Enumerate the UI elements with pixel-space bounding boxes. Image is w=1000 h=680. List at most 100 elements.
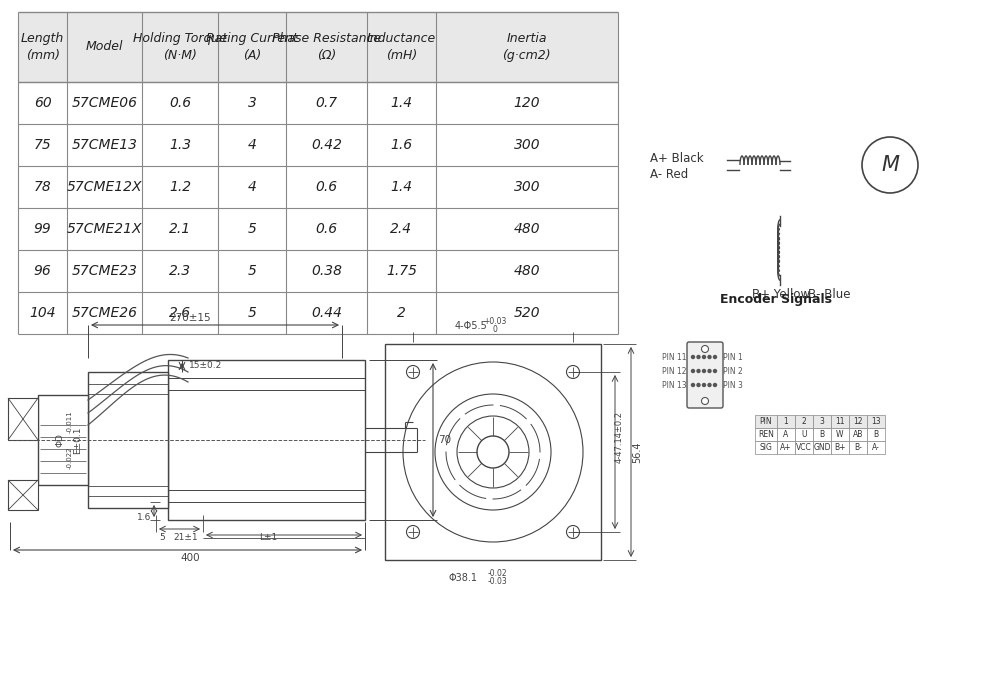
Bar [18, 292, 618, 334]
Text: 57CME12X: 57CME12X [67, 180, 142, 194]
Bar [795, 428, 813, 441]
Text: Model: Model [86, 41, 123, 54]
Text: 300: 300 [513, 180, 540, 194]
Text: B- Blue: B- Blue [808, 288, 850, 301]
Text: 0.6: 0.6 [316, 180, 338, 194]
Circle shape [566, 366, 580, 379]
Text: VCC: VCC [796, 443, 812, 452]
Circle shape [708, 369, 711, 373]
Text: 0.6: 0.6 [316, 222, 338, 236]
Bar [18, 82, 618, 124]
Bar [849, 415, 867, 428]
Bar [755, 441, 777, 454]
Text: 75: 75 [34, 138, 51, 152]
Text: PIN 2: PIN 2 [723, 367, 743, 375]
Bar [777, 441, 795, 454]
Text: 70: 70 [438, 435, 452, 445]
Text: B+ Yellow: B+ Yellow [752, 288, 810, 301]
Text: Inductance
(mH): Inductance (mH) [367, 32, 436, 62]
Text: 480: 480 [513, 264, 540, 278]
Text: U: U [801, 430, 807, 439]
Text: PIN 1: PIN 1 [723, 352, 743, 362]
Text: 0.6: 0.6 [169, 96, 191, 110]
Circle shape [403, 362, 583, 542]
Text: 5: 5 [159, 534, 165, 543]
Text: A+: A+ [780, 443, 792, 452]
Text: B: B [873, 430, 879, 439]
Text: 57CME26: 57CME26 [72, 306, 138, 320]
Bar [168, 360, 365, 520]
Text: 270±15: 270±15 [169, 313, 211, 323]
Text: A+ Black: A+ Black [650, 152, 704, 165]
Text: 0.38: 0.38 [311, 264, 342, 278]
Circle shape [702, 369, 706, 373]
Circle shape [477, 436, 509, 468]
Text: 13: 13 [871, 417, 881, 426]
Text: 57CME13: 57CME13 [72, 138, 138, 152]
FancyBboxPatch shape [687, 342, 723, 408]
Circle shape [702, 398, 708, 405]
Text: M: M [881, 155, 899, 175]
Circle shape [566, 526, 580, 539]
Text: 78: 78 [34, 180, 51, 194]
Text: 56.4: 56.4 [632, 441, 642, 463]
Text: 120: 120 [513, 96, 540, 110]
Circle shape [406, 366, 420, 379]
Text: 480: 480 [513, 222, 540, 236]
Text: ΦD: ΦD [56, 433, 64, 447]
Text: 2.6: 2.6 [169, 306, 191, 320]
Text: B: B [819, 430, 825, 439]
Circle shape [697, 356, 700, 358]
Circle shape [714, 369, 716, 373]
Bar [831, 428, 849, 441]
Bar [795, 415, 813, 428]
Text: Rating Current
(A): Rating Current (A) [206, 32, 298, 62]
Text: 2.4: 2.4 [390, 222, 412, 236]
Text: 400: 400 [180, 553, 200, 563]
Text: 4-47.14±0.2: 4-47.14±0.2 [614, 411, 624, 463]
Text: W: W [836, 430, 844, 439]
Text: PIN 12: PIN 12 [662, 367, 687, 375]
Bar [849, 428, 867, 441]
Text: 4: 4 [248, 138, 256, 152]
Circle shape [457, 416, 529, 488]
Circle shape [702, 384, 706, 386]
Text: 0.42: 0.42 [311, 138, 342, 152]
Text: 21±1: 21±1 [174, 534, 198, 543]
Text: 520: 520 [513, 306, 540, 320]
Text: Inertia
(g·cm2): Inertia (g·cm2) [502, 32, 551, 62]
Circle shape [692, 356, 694, 358]
Bar [813, 428, 831, 441]
Text: 5: 5 [248, 264, 256, 278]
Text: 0.7: 0.7 [316, 96, 338, 110]
Text: 0.44: 0.44 [311, 306, 342, 320]
Bar [867, 441, 885, 454]
Text: GND: GND [813, 443, 831, 452]
Circle shape [697, 384, 700, 386]
Bar [18, 12, 618, 82]
Bar [867, 428, 885, 441]
Bar [385, 344, 601, 560]
Bar [8, 398, 38, 440]
Text: PIN 3: PIN 3 [723, 381, 743, 390]
Bar [795, 441, 813, 454]
Text: 12: 12 [853, 417, 863, 426]
Text: 57CME21X: 57CME21X [67, 222, 142, 236]
Circle shape [692, 369, 694, 373]
Text: 11: 11 [835, 417, 845, 426]
Text: E±0.1: E±0.1 [74, 426, 82, 454]
Bar [813, 441, 831, 454]
Text: B+: B+ [834, 443, 846, 452]
Text: 1: 1 [784, 417, 788, 426]
Text: 1.75: 1.75 [386, 264, 417, 278]
Text: 1.3: 1.3 [169, 138, 191, 152]
Bar [813, 415, 831, 428]
Text: 1.4: 1.4 [390, 96, 412, 110]
Circle shape [697, 369, 700, 373]
Circle shape [708, 356, 711, 358]
Bar [88, 372, 168, 508]
Bar [849, 441, 867, 454]
Text: L±1: L±1 [259, 534, 277, 543]
Bar [18, 208, 618, 250]
Text: 4-Φ5.5: 4-Φ5.5 [455, 321, 487, 331]
